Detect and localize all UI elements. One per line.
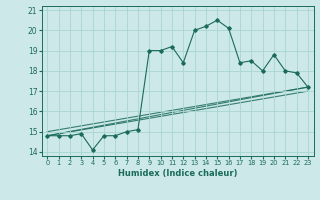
X-axis label: Humidex (Indice chaleur): Humidex (Indice chaleur) (118, 169, 237, 178)
